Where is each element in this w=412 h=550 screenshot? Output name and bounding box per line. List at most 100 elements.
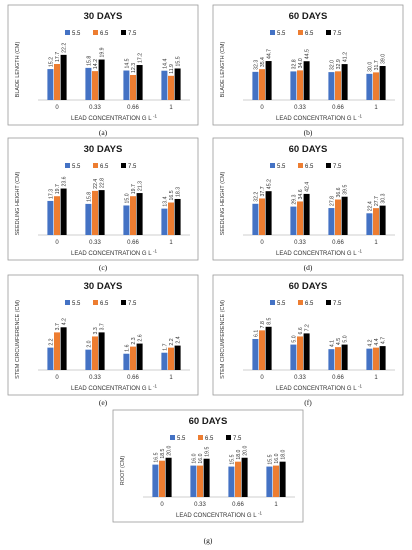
data-label: 39.5 xyxy=(343,185,349,195)
data-label: 21.3 xyxy=(138,181,144,191)
data-label: 14.5 xyxy=(124,58,130,68)
bar-5-5-0-33 xyxy=(190,465,197,497)
data-label: 6.6 xyxy=(298,327,304,334)
panel-caption: (b) xyxy=(304,128,313,137)
y-axis-label: ROOT (CM) xyxy=(120,456,126,486)
bar-6-5-0-33 xyxy=(297,70,303,100)
bar-5-5-0 xyxy=(47,69,54,100)
legend-swatch-5-5 xyxy=(270,30,275,35)
bar-5-5-0 xyxy=(152,464,159,497)
bar-7-5-0-66 xyxy=(341,196,348,235)
x-tick-label: 0.33 xyxy=(194,502,206,508)
data-label: 2.2 xyxy=(48,338,54,345)
chart-panel-2: 60 DAYS 5.5 6.5 7.5 BLADE LENGTH (CM) 0 32.3 35… xyxy=(212,4,404,126)
legend-label: 5.5 xyxy=(72,31,81,37)
bar-5-5-0 xyxy=(47,200,54,235)
legend-swatch-5-5 xyxy=(65,300,70,305)
legend-swatch-6-5 xyxy=(93,163,98,168)
legend-swatch-5-5 xyxy=(270,300,275,305)
data-label: 5.0 xyxy=(343,335,349,342)
bar-5-5-1 xyxy=(161,208,168,235)
bar-7-5-0 xyxy=(165,457,172,497)
bar-7-5-0-66 xyxy=(241,457,248,497)
bar-5-5-1 xyxy=(366,73,373,100)
bar-7-5-0 xyxy=(265,326,272,370)
data-label: 31.7 xyxy=(374,60,380,70)
legend-label: 6.5 xyxy=(100,301,109,307)
chart-title: 30 DAYS xyxy=(84,281,123,292)
data-label: 22.8 xyxy=(100,178,106,188)
data-label: 3.7 xyxy=(100,323,106,330)
bar-6-5-0-33 xyxy=(92,190,98,235)
data-label: 11.9 xyxy=(169,64,175,74)
legend-label: 6.5 xyxy=(305,301,314,307)
data-label: 4.1 xyxy=(329,340,335,347)
x-tick-label: 0.66 xyxy=(127,105,139,111)
legend-swatch-6-5 xyxy=(298,30,303,35)
legend-label: 5.5 xyxy=(72,301,81,307)
legend-label: 7.5 xyxy=(233,436,242,442)
data-label: 15.5 xyxy=(176,56,182,66)
data-label: 34.6 xyxy=(298,189,304,199)
legend-swatch-5-5 xyxy=(65,30,70,35)
bar-5-5-0-33 xyxy=(85,67,92,100)
bar-7-5-0-33 xyxy=(98,59,105,100)
data-label: 32.2 xyxy=(253,192,259,202)
panel-caption: (e) xyxy=(99,398,108,407)
x-tick-label: 0 xyxy=(55,375,59,381)
data-label: 17.3 xyxy=(48,189,54,199)
panel-caption: (d) xyxy=(304,263,313,272)
bar-6-5-0-66 xyxy=(130,196,136,235)
bar-6-5-0-66 xyxy=(130,74,136,100)
data-label: 32.0 xyxy=(329,60,335,70)
legend-swatch-7-5 xyxy=(121,30,126,35)
bar-5-5-0 xyxy=(252,71,259,100)
data-label: 44.7 xyxy=(267,49,273,59)
bar-7-5-0-66 xyxy=(136,343,143,370)
data-label: 16.5 xyxy=(153,452,159,462)
data-label: 37.7 xyxy=(260,186,266,196)
x-axis-label: LEAD CONCENTRATION G L -1 xyxy=(71,249,158,258)
data-label: 29.3 xyxy=(291,194,297,204)
bar-5-5-1 xyxy=(366,348,373,370)
y-axis-label: SEEDLING HEIGHT (CM) xyxy=(15,171,21,235)
bar-5-5-0-66 xyxy=(328,208,335,235)
data-label: 3.3 xyxy=(93,327,99,334)
bar-7-5-1 xyxy=(379,66,386,100)
data-label: 15.5 xyxy=(229,454,235,464)
bar-7-5-1 xyxy=(174,68,181,100)
legend-label: 6.5 xyxy=(205,436,214,442)
legend-label: 5.5 xyxy=(72,164,81,170)
data-label: 13.4 xyxy=(162,196,168,206)
bar-5-5-0-33 xyxy=(85,349,92,370)
bar-6-5-1 xyxy=(373,208,379,235)
legend-swatch-7-5 xyxy=(121,300,126,305)
bar-7-5-0 xyxy=(60,327,67,370)
bar-6-5-0 xyxy=(54,64,60,100)
data-label: 2.6 xyxy=(138,334,144,341)
legend-swatch-7-5 xyxy=(121,163,126,168)
bar-6-5-0-33 xyxy=(92,71,98,100)
data-label: 3.7 xyxy=(55,323,61,330)
bar-7-5-0-33 xyxy=(303,61,310,100)
panel-caption: (c) xyxy=(99,263,108,272)
data-label: 36.6 xyxy=(336,187,342,197)
legend-label: 6.5 xyxy=(305,31,314,37)
bar-6-5-0-66 xyxy=(335,347,341,370)
chart-panel-4: 60 DAYS 5.5 6.5 7.5 SEEDLING HEIGHT (CM) 0 32.… xyxy=(212,137,404,261)
data-label: 19.7 xyxy=(131,184,137,194)
data-label: 8.5 xyxy=(267,317,273,324)
bar-6-5-0 xyxy=(54,196,60,235)
legend-swatch-5-5 xyxy=(170,435,175,440)
y-axis-label: BLADE LENGTH (CM) xyxy=(220,42,226,98)
x-tick-label: 0.33 xyxy=(89,240,101,246)
data-label: 4.2 xyxy=(62,318,68,325)
legend-swatch-7-5 xyxy=(326,163,331,168)
data-label: 27.8 xyxy=(329,196,335,206)
bar-5-5-0 xyxy=(252,203,259,235)
data-label: 2.3 xyxy=(131,337,137,344)
data-label: 2.4 xyxy=(176,336,182,343)
bar-7-5-0 xyxy=(60,188,67,235)
data-label: 18.3 xyxy=(176,187,182,197)
x-tick-label: 0.66 xyxy=(332,105,344,111)
